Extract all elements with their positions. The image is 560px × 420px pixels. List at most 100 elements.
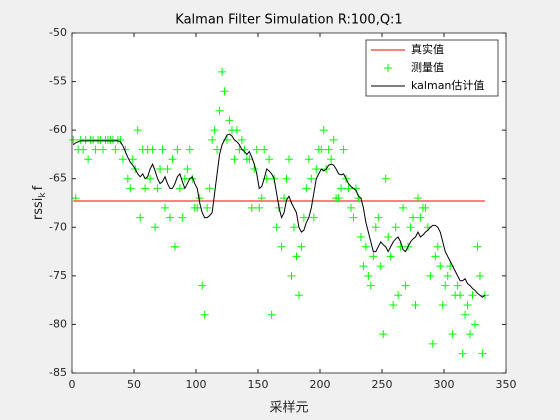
measurement-marker: [304, 155, 313, 164]
measurement-marker: [163, 165, 172, 173]
measurement-marker: [317, 145, 326, 154]
measurement-marker: [260, 145, 269, 154]
measurement-marker: [170, 242, 179, 251]
measurement-marker: [247, 203, 256, 212]
y-tick-label: -70: [49, 220, 67, 233]
measurement-marker: [431, 252, 440, 261]
measurement-marker: [183, 165, 192, 173]
measurement-marker: [334, 194, 343, 203]
measurement-marker: [180, 174, 189, 183]
measurement-marker: [381, 174, 390, 183]
measurement-marker: [141, 184, 150, 193]
measurement-marker: [210, 126, 219, 135]
x-tick-label: 50: [127, 378, 141, 391]
measurement-marker: [250, 165, 259, 173]
measurement-marker: [359, 262, 368, 271]
measurement-marker: [426, 271, 435, 280]
measurement-marker: [391, 223, 400, 232]
measurement-marker: [126, 184, 135, 193]
measurement-marker: [473, 242, 482, 251]
chart-title: Kalman Filter Simulation R:100,Q:1: [175, 13, 402, 28]
measurement-marker: [255, 203, 264, 212]
measurement-marker: [165, 213, 174, 222]
measurement-marker: [394, 291, 403, 300]
measurement-marker: [272, 223, 281, 232]
x-tick-label: 0: [69, 378, 76, 391]
measurement-marker: [208, 135, 217, 144]
measurement-marker: [461, 310, 470, 319]
measurement-marker: [344, 184, 353, 193]
measurement-marker: [69, 135, 78, 144]
measurement-marker: [99, 145, 107, 154]
measurement-marker: [458, 349, 467, 358]
measurement-marker: [312, 165, 321, 173]
measurement-marker: [433, 242, 442, 251]
measurement-marker: [401, 281, 410, 290]
measurement-marker: [237, 135, 246, 144]
measurement-marker: [215, 106, 224, 115]
y-label-suffix: f: [31, 185, 46, 190]
y-tick-label: -85: [49, 366, 67, 379]
measurement-marker: [384, 233, 393, 241]
measurement-marker: [218, 67, 227, 76]
measurement-marker: [411, 301, 420, 309]
measurement-marker: [213, 145, 222, 154]
x-tick-label: 350: [496, 378, 517, 391]
y-tick-label: -55: [49, 75, 67, 88]
measurement-marker: [232, 126, 241, 135]
measurement-marker: [471, 320, 479, 329]
measurement-marker: [123, 174, 132, 183]
measurement-marker: [277, 242, 286, 251]
measurement-marker: [203, 203, 212, 212]
x-axis-label: 采样元: [269, 401, 308, 416]
measurement-marker: [128, 155, 137, 164]
measurement-marker: [371, 223, 380, 232]
measurement-marker: [379, 330, 388, 339]
measurement-marker: [158, 145, 167, 154]
measurement-marker: [292, 252, 301, 261]
measurement-marker: [136, 213, 145, 222]
measurement-marker: [84, 155, 93, 164]
measurement-marker: [466, 330, 475, 339]
y-label-sub: k: [38, 192, 48, 198]
y-label-main: rssi: [31, 198, 46, 221]
measurement-marker: [337, 184, 346, 193]
measurement-marker: [396, 242, 405, 251]
x-tick-label: 250: [372, 378, 393, 391]
measurement-marker: [327, 155, 336, 164]
measurement-marker: [468, 291, 477, 300]
measurement-marker: [297, 242, 306, 251]
legend-label: 测量值: [411, 61, 444, 74]
measurement-marker: [153, 184, 162, 193]
measurement-marker: [161, 203, 169, 212]
measurement-marker: [463, 301, 472, 309]
measurement-marker: [339, 145, 348, 154]
measurement-marker: [324, 145, 333, 154]
measurement-marker: [193, 203, 202, 212]
y-tick-label: -80: [49, 317, 67, 330]
measurement-marker: [146, 174, 155, 183]
measurement-marker: [406, 223, 415, 232]
measurement-marker: [168, 155, 177, 164]
measurement-marker: [319, 126, 328, 135]
measurement-marker: [436, 262, 445, 271]
measurement-marker: [205, 184, 214, 193]
measurement-marker: [361, 242, 370, 251]
measurement-marker: [478, 349, 487, 358]
measurement-marker: [453, 281, 462, 290]
x-tick-label: 150: [248, 378, 269, 391]
measurement-marker: [386, 252, 395, 261]
measurement-marker: [287, 271, 296, 280]
measurement-marker: [265, 155, 274, 164]
legend-label: kalman估计值: [411, 79, 484, 92]
measurement-marker: [441, 281, 450, 290]
measurement-marker: [151, 223, 160, 232]
measurement-marker: [133, 126, 142, 135]
series-line: [72, 133, 486, 298]
measurement-marker: [220, 87, 229, 96]
measurement-marker: [374, 213, 383, 222]
x-tick-label: 300: [434, 378, 455, 391]
legend-marker: [384, 64, 392, 72]
measurement-marker: [389, 301, 398, 309]
